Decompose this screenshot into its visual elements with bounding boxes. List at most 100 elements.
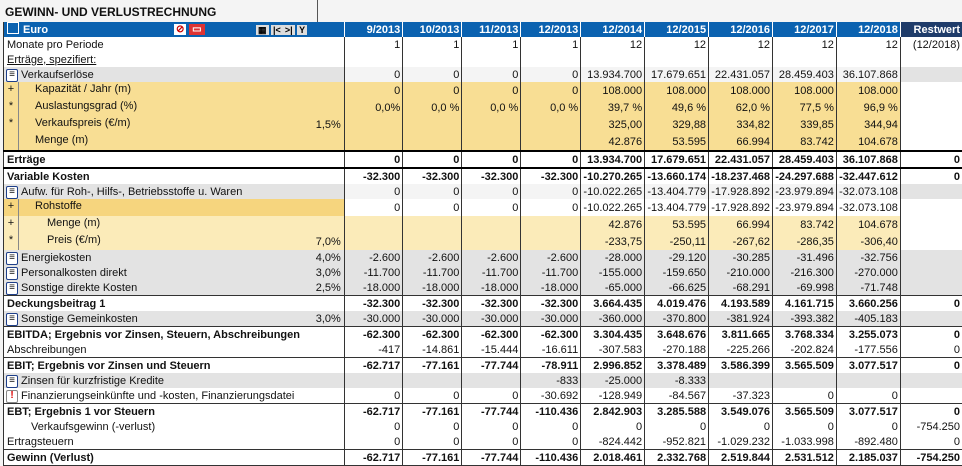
value-cell[interactable]: -62.300 [343,326,403,342]
value-cell[interactable]: -370.800 [644,311,709,327]
value-cell[interactable]: 83.742 [771,216,837,233]
value-cell[interactable]: -286,35 [771,233,837,250]
value-cell[interactable]: 17.679.651 [644,150,709,169]
value-cell[interactable] [899,116,962,133]
growth-rate[interactable]: 4,0% [299,250,345,265]
value-cell[interactable]: -210.000 [708,265,773,280]
details-button-icon[interactable]: ≡ [6,68,18,82]
value-cell[interactable] [899,388,962,404]
value-cell[interactable]: -177.556 [835,342,901,358]
value-cell[interactable]: -30.000 [402,311,462,327]
growth-rate[interactable] [299,199,345,216]
value-cell[interactable]: -393.382 [771,311,837,327]
value-cell[interactable]: 4.019.476 [644,295,709,311]
value-cell[interactable]: -32.300 [461,295,521,311]
value-cell[interactable] [520,216,581,233]
value-cell[interactable] [343,116,403,133]
value-cell[interactable]: -18.000 [520,280,581,296]
value-cell[interactable]: -754.250 [899,449,962,466]
value-cell[interactable] [899,133,962,151]
value-cell[interactable]: -62.717 [343,403,403,419]
clear-icon[interactable]: ⊘ [174,24,187,35]
value-cell[interactable]: -32.300 [402,295,462,311]
value-cell[interactable] [771,373,837,388]
value-cell[interactable]: 22.431.057 [708,67,773,82]
value-cell[interactable] [899,199,962,216]
value-cell[interactable]: 0 [402,82,462,99]
value-cell[interactable]: 53.595 [644,216,709,233]
value-cell[interactable]: 2.519.844 [708,449,773,466]
value-cell[interactable] [899,265,962,280]
value-cell[interactable]: -25.000 [580,373,645,388]
growth-rate[interactable] [299,150,345,169]
growth-rate[interactable] [299,216,345,233]
growth-rate[interactable] [299,403,345,419]
warning-icon[interactable]: ! [6,389,18,403]
value-cell[interactable]: 12 [644,37,709,52]
barcode-icon[interactable]: ▭ [189,24,205,35]
value-cell[interactable] [402,233,462,250]
value-cell[interactable]: -62.717 [343,357,403,373]
value-cell[interactable]: 3.811.665 [708,326,773,342]
value-cell[interactable]: -30.000 [520,311,581,327]
value-cell[interactable]: 0 [461,199,521,216]
details-button-icon[interactable]: ≡ [6,266,18,280]
value-cell[interactable] [899,67,962,82]
value-cell[interactable]: -11.700 [402,265,462,280]
value-cell[interactable]: 0 [899,357,962,373]
value-cell[interactable]: -23.979.894 [771,184,837,199]
value-cell[interactable]: -77.161 [402,357,462,373]
value-cell[interactable]: -159.650 [644,265,709,280]
value-cell[interactable]: -405.183 [835,311,901,327]
value-cell[interactable]: 0 [708,419,773,434]
value-cell[interactable]: -417 [343,342,403,358]
value-cell[interactable]: -1.033.998 [771,434,837,450]
value-cell[interactable]: -110.436 [520,403,581,419]
value-cell[interactable]: -30.285 [708,250,773,265]
value-cell[interactable]: 0 [402,199,462,216]
value-cell[interactable]: 0 [520,199,581,216]
value-cell[interactable]: 0 [343,388,403,404]
value-cell[interactable]: 0 [402,434,462,450]
value-cell[interactable]: -270.188 [644,342,709,358]
growth-rate[interactable] [299,133,345,151]
value-cell[interactable]: -10.022.265 [580,199,645,216]
value-cell[interactable]: -30.000 [343,311,403,327]
value-cell[interactable] [343,233,403,250]
growth-rate[interactable] [299,67,345,82]
value-cell[interactable]: -14.861 [402,342,462,358]
value-cell[interactable]: -11.700 [343,265,403,280]
value-cell[interactable]: 2.996.852 [580,357,645,373]
value-cell[interactable]: 344,94 [835,116,901,133]
value-cell[interactable]: 0 [899,295,962,311]
value-cell[interactable]: 1 [343,37,403,52]
value-cell[interactable]: 3.565.509 [771,403,837,419]
value-cell[interactable]: 0 [343,67,403,82]
value-cell[interactable]: -10.022.265 [580,184,645,199]
table-icon[interactable] [7,22,19,34]
value-cell[interactable]: 0 [343,82,403,99]
value-cell[interactable]: 108.000 [708,82,773,99]
grid-icon[interactable]: ▦ [256,25,269,35]
value-cell[interactable]: 329,88 [644,116,709,133]
value-cell[interactable]: -32.300 [461,167,521,184]
value-cell[interactable]: -17.928.892 [708,184,773,199]
value-cell[interactable]: -13.404.779 [644,184,709,199]
value-cell[interactable]: -17.928.892 [708,199,773,216]
details-button-icon[interactable]: ≡ [6,312,18,326]
value-cell[interactable]: 104.678 [835,216,901,233]
growth-rate[interactable] [299,342,345,358]
value-cell[interactable]: 49,6 % [644,99,709,116]
value-cell[interactable]: -30.692 [520,388,581,404]
growth-rate[interactable] [299,167,345,184]
value-cell[interactable]: 0,0 % [520,99,581,116]
value-cell[interactable]: 325,00 [580,116,645,133]
value-cell[interactable]: -32.300 [343,295,403,311]
value-cell[interactable]: 3.660.256 [835,295,901,311]
value-cell[interactable]: 0 [402,184,462,199]
value-cell[interactable]: 3.077.517 [835,403,901,419]
value-cell[interactable]: 1 [402,37,462,52]
value-cell[interactable]: 0 [461,82,521,99]
value-cell[interactable]: 339,85 [771,116,837,133]
value-cell[interactable]: -18.000 [402,280,462,296]
